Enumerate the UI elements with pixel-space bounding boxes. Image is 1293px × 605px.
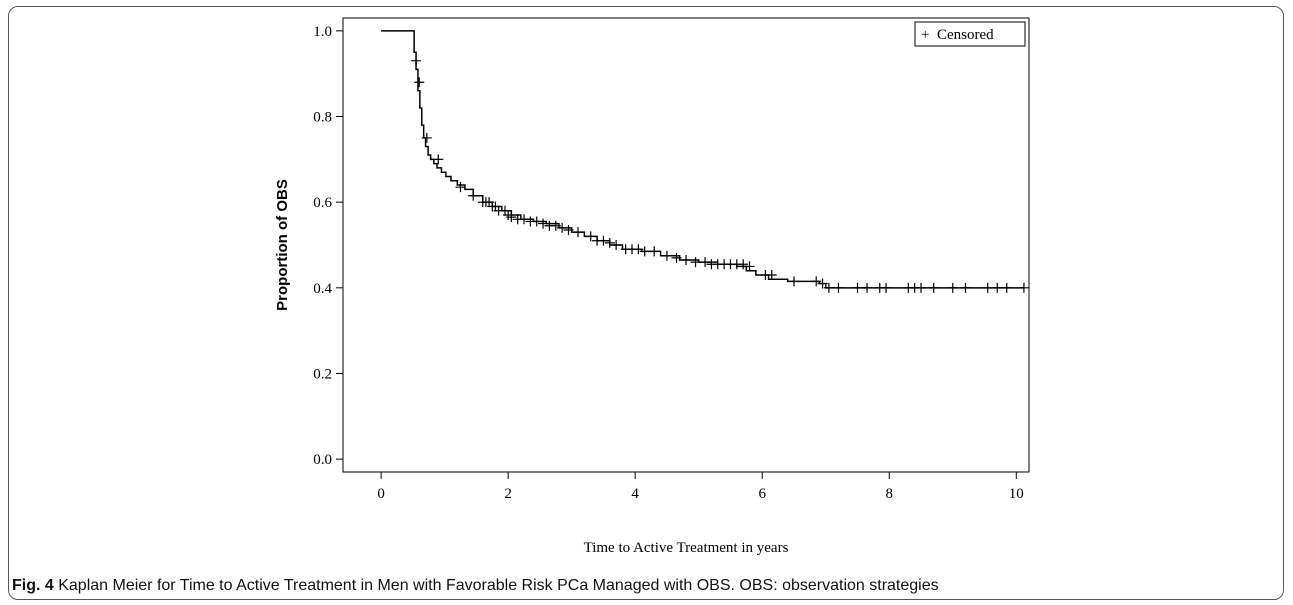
x-tick-label: 4 [631,486,639,502]
legend-censor-symbol: + [921,27,929,43]
y-axis-label: Proportion of OBS [274,179,291,311]
y-tick-label: 0.2 [313,366,332,382]
figure-frame [8,6,1284,600]
censor-mark [550,220,561,231]
censor-mark [982,282,993,293]
censor-mark [661,250,672,261]
censor-mark [788,276,799,287]
censor-mark [738,259,749,270]
legend: + Censored [914,21,1026,47]
censor-mark [766,269,777,280]
censor-mark [681,254,691,265]
censor-mark [700,257,711,268]
censor-mark [455,182,466,193]
censor-mark [633,244,644,255]
censor-mark [916,282,927,293]
plot-area [342,17,1030,473]
x-tick-label: 6 [758,486,766,502]
censor-mark [690,257,701,268]
y-tick-label: 0.4 [313,281,332,297]
legend-censored-label: Censored [937,27,994,43]
y-axis-ticks: 0.0 0.2 0.4 0.6 0.8 1.0 [313,24,343,468]
censor-mark [506,212,517,223]
censor-mark [833,282,844,293]
censor-mark [852,282,863,293]
legend-box [914,21,1026,47]
y-tick-label: 1.0 [313,24,332,40]
censor-mark [1001,282,1012,293]
censor-mark [563,225,574,236]
censor-mark [928,282,939,293]
censor-mark [862,282,873,293]
censor-mark [671,252,682,263]
censor-mark [604,237,615,248]
censor-mark [811,276,822,287]
censor-marks [411,55,1029,293]
x-tick-label: 8 [886,486,894,502]
y-tick-label: 0.8 [313,110,332,126]
censor-mark [411,55,422,66]
censor-mark [611,240,622,250]
censor-mark [817,278,828,289]
x-tick-label: 0 [377,486,385,502]
censor-mark [881,282,892,293]
censor-mark [531,216,542,227]
censor-mark [598,235,609,246]
censor-mark [421,132,432,143]
censor-mark [947,282,958,293]
censor-mark [992,282,1003,293]
y-tick-label: 0.6 [313,195,332,211]
x-axis-ticks: 0 2 4 6 8 10 [377,472,1024,502]
censor-mark [519,214,530,225]
y-tick-label: 0.0 [313,452,332,468]
censor-mark [649,246,660,257]
survival-curve-line [381,30,1024,289]
censor-mark [433,154,444,165]
censor-mark [744,261,755,272]
figure-label: Fig. 4 [12,577,54,594]
censor-mark [960,282,971,293]
censor-mark [557,222,568,233]
censor-mark [468,190,479,201]
figure-caption: Fig. 4 Kaplan Meier for Time to Active T… [12,577,939,595]
x-tick-label: 2 [504,486,512,502]
figure-caption-text: Kaplan Meier for Time to Active Treatmen… [53,577,939,594]
censor-mark [573,227,584,238]
censor-mark [639,246,650,257]
x-tick-label: 10 [1009,486,1024,502]
censor-mark [823,282,834,293]
censor-mark [585,231,596,242]
censor-mark [1018,282,1029,293]
x-axis-label: Time to Active Treatment in years [584,540,789,556]
censor-mark [414,77,425,88]
censor-mark [538,218,549,229]
